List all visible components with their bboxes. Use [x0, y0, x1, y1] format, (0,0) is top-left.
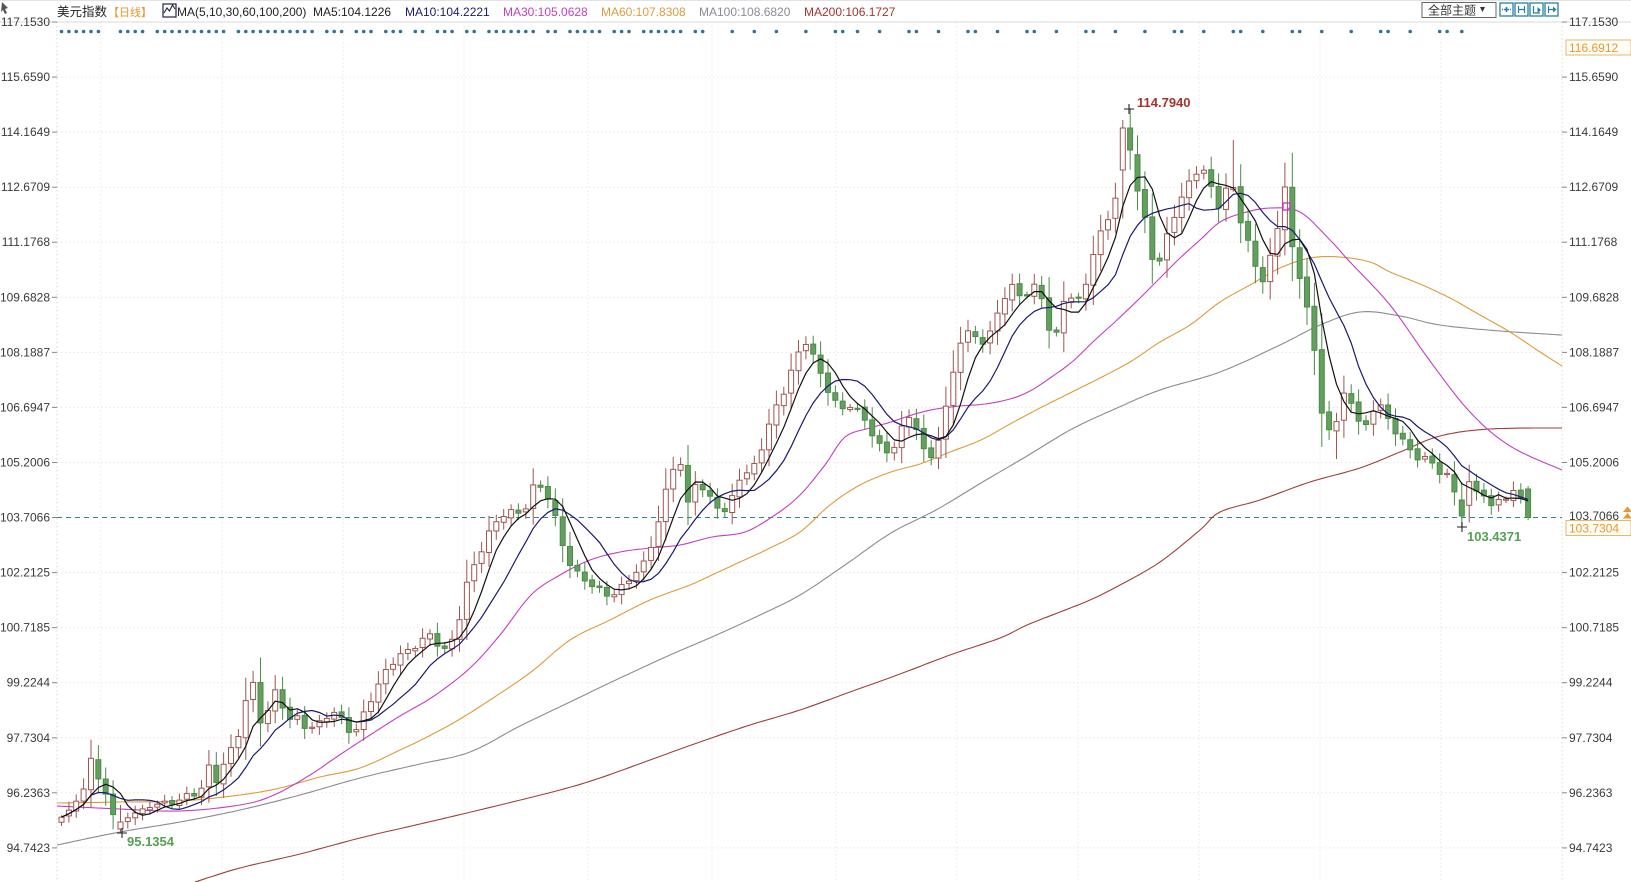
svg-text:116.6912: 116.6912: [1569, 41, 1618, 55]
svg-text:102.2125: 102.2125: [0, 566, 50, 580]
svg-text:103.4371: 103.4371: [1467, 529, 1521, 544]
svg-text:108.1887: 108.1887: [0, 345, 50, 359]
svg-text:MA200:106.1727: MA200:106.1727: [804, 5, 896, 19]
svg-text:111.1768: 111.1768: [1569, 235, 1618, 249]
svg-text:MA(5,10,30,60,100,200): MA(5,10,30,60,100,200): [177, 5, 306, 19]
svg-text:103.7304: 103.7304: [1569, 522, 1619, 536]
svg-text:111.1768: 111.1768: [2, 235, 51, 249]
svg-text:94.7423: 94.7423: [1569, 841, 1613, 855]
svg-text:100.7185: 100.7185: [0, 621, 50, 635]
svg-text:MA10:104.2221: MA10:104.2221: [405, 5, 490, 19]
svg-text:美元指数: 美元指数: [57, 4, 108, 19]
svg-text:96.2363: 96.2363: [7, 786, 51, 800]
svg-text:99.2244: 99.2244: [1569, 676, 1613, 690]
svg-text:115.6590: 115.6590: [1569, 70, 1618, 84]
svg-text:96.2363: 96.2363: [1569, 786, 1613, 800]
svg-text:112.6709: 112.6709: [1569, 180, 1618, 194]
svg-text:95.1354: 95.1354: [127, 834, 175, 849]
svg-text:MA100:108.6820: MA100:108.6820: [699, 5, 791, 19]
svg-text:117.1530: 117.1530: [1, 15, 50, 29]
svg-text:103.7066: 103.7066: [0, 511, 50, 525]
svg-text:106.6947: 106.6947: [1569, 400, 1619, 414]
svg-text:全部主题: 全部主题: [1428, 3, 1476, 18]
svg-text:102.2125: 102.2125: [1569, 566, 1619, 580]
svg-text:99.2244: 99.2244: [7, 676, 51, 690]
svg-text:114.1649: 114.1649: [1569, 125, 1618, 139]
svg-text:97.7304: 97.7304: [7, 731, 51, 745]
svg-text:114.1649: 114.1649: [1, 125, 50, 139]
svg-text:105.2006: 105.2006: [1569, 456, 1619, 470]
svg-text:97.7304: 97.7304: [1569, 731, 1613, 745]
svg-text:117.1530: 117.1530: [1569, 15, 1618, 29]
svg-text:105.2006: 105.2006: [0, 456, 50, 470]
svg-text:MA5:104.1226: MA5:104.1226: [313, 5, 391, 19]
svg-text:112.6709: 112.6709: [1, 180, 50, 194]
svg-text:114.7940: 114.7940: [1137, 95, 1191, 110]
svg-text:MA60:107.8308: MA60:107.8308: [601, 5, 686, 19]
svg-text:【日线】: 【日线】: [108, 5, 152, 19]
svg-text:109.6828: 109.6828: [0, 290, 50, 304]
svg-text:100.7185: 100.7185: [1569, 621, 1619, 635]
svg-text:106.6947: 106.6947: [0, 400, 50, 414]
svg-text:108.1887: 108.1887: [1569, 345, 1619, 359]
svg-text:115.6590: 115.6590: [1, 70, 50, 84]
svg-text:109.6828: 109.6828: [1569, 290, 1619, 304]
svg-text:103.7066: 103.7066: [1569, 509, 1619, 523]
svg-text:94.7423: 94.7423: [7, 841, 51, 855]
svg-text:MA30:105.0628: MA30:105.0628: [503, 5, 588, 19]
